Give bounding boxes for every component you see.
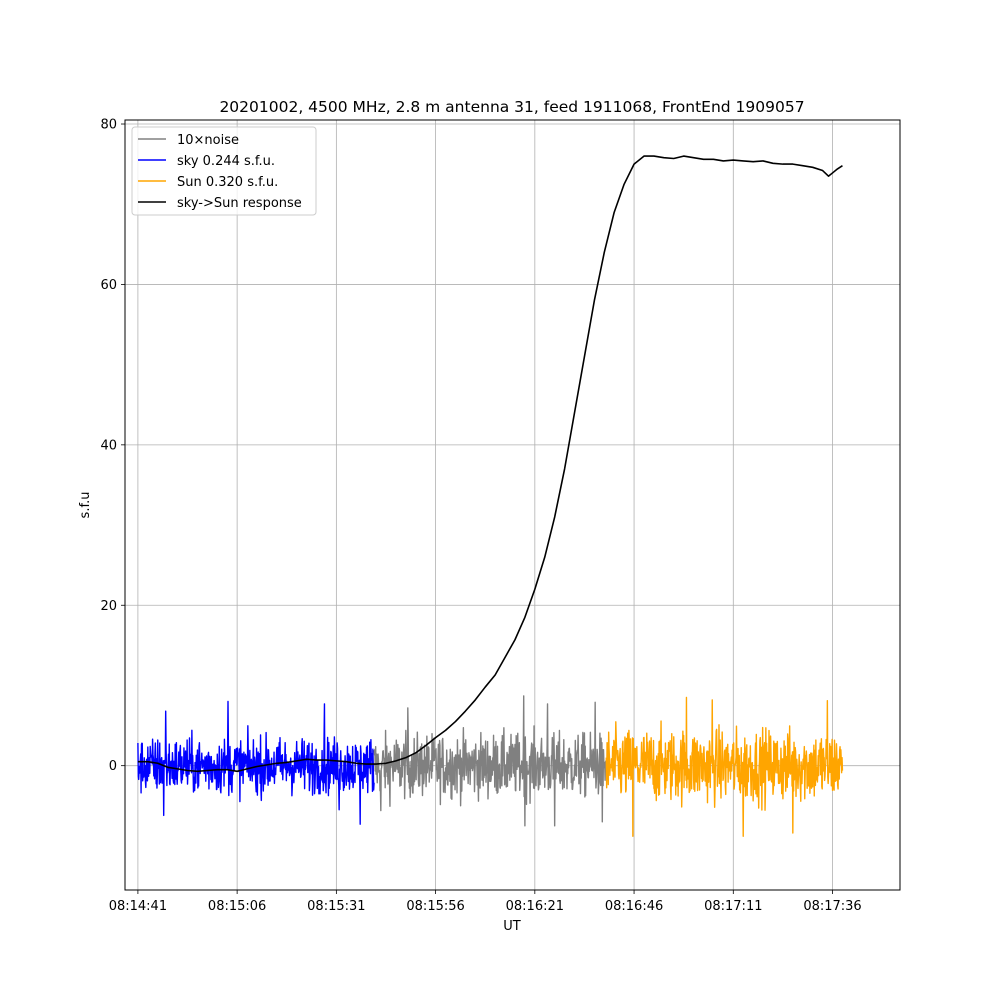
y-axis-label: s.f.u — [78, 492, 93, 519]
x-tick-label: 08:17:36 — [803, 899, 861, 914]
legend-label-response: sky->Sun response — [177, 196, 302, 211]
x-axis-label: UT — [503, 919, 521, 934]
x-tick-label: 08:17:11 — [704, 899, 762, 914]
legend-label-sun: Sun 0.320 s.f.u. — [177, 175, 278, 190]
y-tick-label: 0 — [109, 759, 117, 774]
x-tick-label: 08:16:21 — [506, 899, 564, 914]
plot-frame — [124, 119, 901, 891]
legend-label-sky: sky 0.244 s.f.u. — [177, 154, 275, 169]
y-tick-label: 40 — [100, 438, 117, 453]
x-tick-label: 08:14:41 — [109, 899, 167, 914]
series-line-sun — [605, 696, 844, 837]
y-tick-label: 60 — [100, 278, 117, 293]
x-tick-label: 08:15:06 — [208, 899, 266, 914]
legend: 10×noise sky 0.244 s.f.u. Sun 0.320 s.f.… — [131, 126, 317, 216]
series-line-response — [137, 155, 843, 773]
x-tick-label: 08:15:31 — [307, 899, 365, 914]
x-axis: 08:14:41 08:15:06 08:15:31 08:15:56 08:16:21… — [109, 890, 862, 914]
x-tick-label: 08:15:56 — [406, 899, 464, 914]
chart-title: 20201002, 4500 MHz, 2.8 m antenna 31, fe… — [219, 98, 804, 116]
y-axis: 0 20 40 60 80 — [100, 118, 125, 774]
legend-label-noise: 10×noise — [177, 133, 239, 148]
series-line-noise — [373, 695, 607, 827]
y-tick-label: 20 — [100, 599, 117, 614]
y-tick-label: 80 — [100, 118, 117, 133]
series-line-sky — [137, 700, 375, 825]
x-tick-label: 08:16:46 — [605, 899, 663, 914]
series-layer — [137, 155, 844, 837]
legend-box — [131, 126, 317, 216]
